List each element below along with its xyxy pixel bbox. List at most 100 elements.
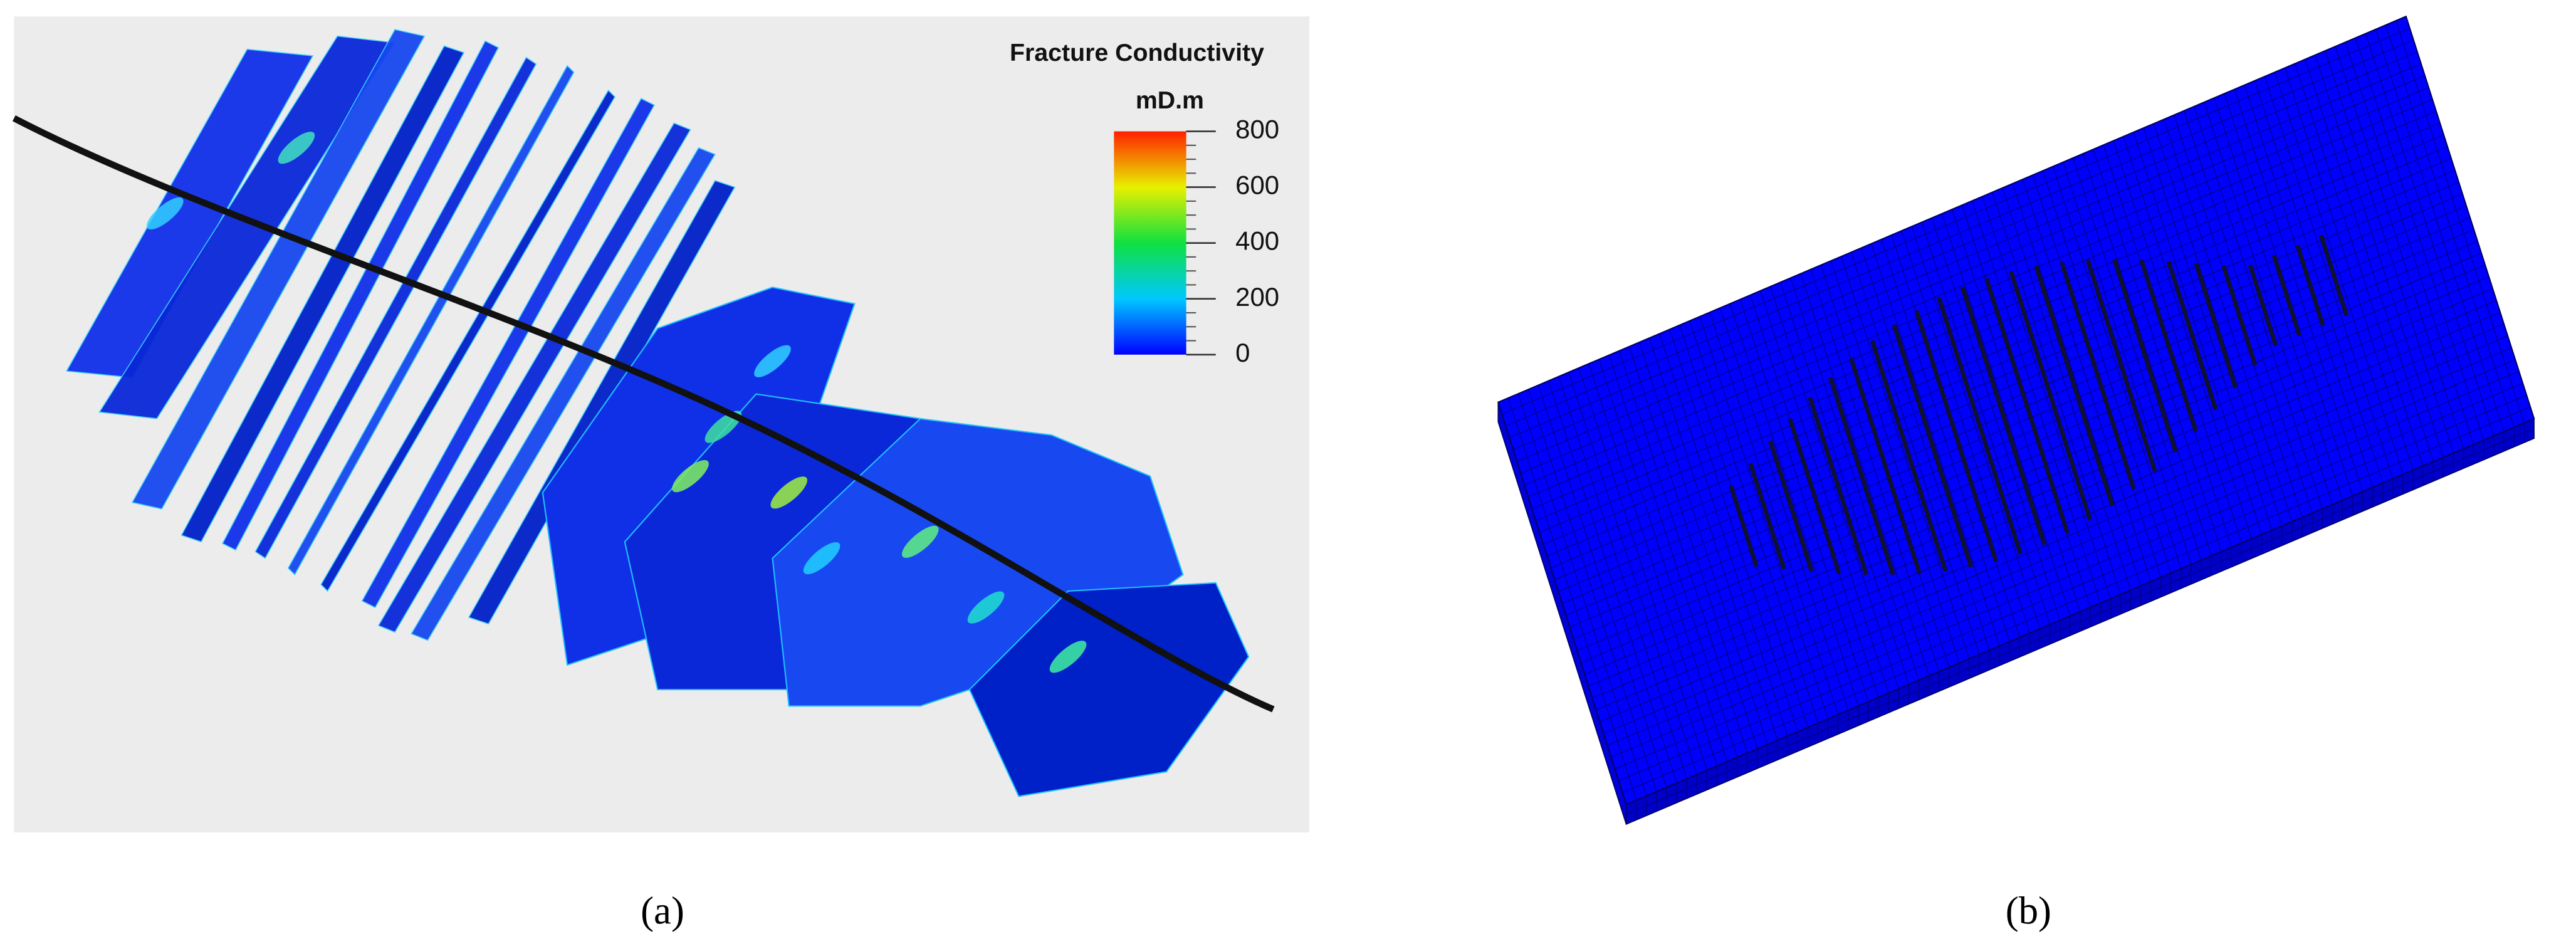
fracture-plane [377,122,691,633]
mesh-line [1558,205,2467,592]
fracture-slot [2060,261,2136,490]
fracture-plane [287,65,575,576]
mesh-line [1502,28,2411,415]
fracture-plane [320,89,616,592]
fracture-patch [968,582,1250,797]
colorbar-tick-label: 400 [1235,226,1279,256]
colorbar-tick-label: 200 [1235,282,1279,312]
fracture-slot [1870,340,1948,572]
mesh-line [1596,323,2505,711]
conductivity-spot [901,525,939,558]
fracture-slot [1828,376,1895,576]
mesh-line [1551,181,2459,569]
fracture-plane [131,29,426,510]
fracture-slot [1937,297,2023,555]
mesh-line [1532,122,2441,510]
mesh-line [1517,75,2426,462]
mesh-line [1509,51,2418,438]
fracture-slot [2295,244,2325,327]
panel-label: (a) [641,888,684,932]
wellbore [12,115,1275,713]
fracture-slot [2009,270,2093,522]
mesh-line [1588,300,2497,687]
fracture-slot [2112,258,2178,453]
mesh-line [1521,87,2429,474]
fracture-slot [2166,260,2218,411]
conductivity-spot [770,476,808,509]
mesh-line [1536,134,2444,522]
conductivity-spot [278,132,315,164]
mesh-line [1603,347,2512,734]
mesh-line [1524,98,2433,486]
mesh-line [1505,39,2414,427]
fracture-plane [221,40,500,551]
colorbar-tick-label: 600 [1235,170,1279,200]
fracture-slot [2318,234,2349,317]
fracture-slot [1892,324,1974,568]
mesh-line [1626,428,2535,815]
mesh-line [1566,229,2474,616]
mesh-line [1554,193,2463,580]
colorbar-unit: mD.m [1136,87,1204,114]
fracture-plane [98,35,396,419]
fracture-slot [1748,462,1786,570]
fracture-slot [2085,260,2157,472]
colorbar-title: Fracture Conductivity [1010,39,1264,66]
fracture-plane [411,147,716,641]
fracture-slot [1984,277,2070,534]
conductivity-spot [754,345,791,377]
mesh-line [1600,335,2508,722]
conductivity-spot [704,411,742,443]
fracture-slot [1808,397,1869,575]
mesh-line [1577,264,2486,651]
mesh-line [1584,288,2493,675]
conductivity-spot [1049,641,1087,673]
fracture-slot [2271,254,2302,337]
mesh-line [1513,63,2422,450]
mesh-line [1581,276,2490,663]
conductivity-spot [147,197,184,230]
mesh-line [1569,241,2478,627]
colorbar [1114,131,1186,355]
fracture-slot [1767,440,1814,572]
mesh-grid [1502,20,2535,821]
fracture-plane [254,56,537,559]
mesh-line [1547,169,2456,557]
panel-b [1497,15,2535,826]
fracture-plane [181,45,465,543]
colorbar-tick-label: 0 [1235,338,1250,367]
fracture-plane [468,180,736,625]
fracture-slot [2221,265,2258,366]
mesh-line [1539,146,2448,533]
mesh-line [1592,312,2501,699]
mesh-line [1528,110,2437,498]
fracture-slot [2139,259,2198,433]
mesh-line [1618,394,2527,782]
mesh-line [1562,217,2471,604]
conductivity-spot [803,542,840,575]
panel-a: Fracture Conductivity mD.m 0 200 400 600 800 [12,16,1310,833]
fracture-plane [361,98,656,609]
fracture-planes [65,29,1250,797]
mesh-line [1573,253,2482,639]
mesh-line [1611,370,2520,758]
fracture-slot [1960,286,2047,545]
fracture-slot [2194,263,2238,389]
mesh-line [1615,382,2523,770]
mesh-line [1622,406,2531,794]
fracture-slots [1729,234,2349,576]
panel-label: (b) [2006,888,2051,932]
fracture-slot [1914,310,1999,562]
mesh-line [1607,359,2516,746]
conductivity-spot [967,591,1005,624]
fracture-slot [1729,485,1759,567]
colorbar-ticks: 0 200 400 600 800 [1186,115,1279,367]
fracture-slot [2248,265,2278,347]
fracture-slot [2034,265,2115,506]
mesh-line [1543,158,2452,545]
colorbar-tick-label: 800 [1235,115,1279,144]
fracture-slot [1788,417,1841,575]
fracture-slot [1849,357,1922,575]
